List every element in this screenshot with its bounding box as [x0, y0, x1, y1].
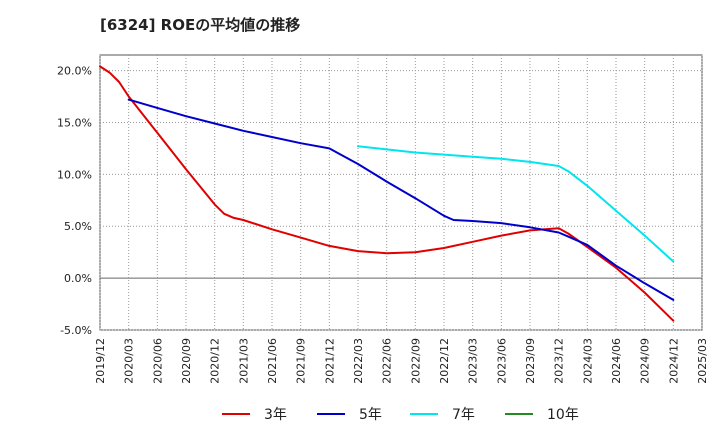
x-tick-label: 2021/06	[266, 338, 279, 384]
chart-title: [6324] ROEの平均値の推移	[100, 16, 301, 34]
y-tick-label: 0.0%	[64, 272, 92, 285]
x-tick-label: 2022/12	[438, 338, 451, 384]
y-tick-label: 15.0%	[57, 116, 92, 129]
x-tick-label: 2023/06	[495, 338, 508, 384]
x-tick-label: 2025/03	[696, 338, 709, 384]
y-tick-label: -5.0%	[60, 324, 92, 337]
x-tick-label: 2024/09	[639, 338, 652, 384]
legend-label-2: 7年	[452, 407, 475, 423]
x-tick-label: 2023/12	[553, 338, 566, 384]
x-tick-label: 2022/03	[352, 338, 365, 384]
axis-layer: 20.0% 15.0% 10.0% 5.0% 0.0% -5.0%2019/12 2020/…	[57, 65, 709, 384]
series-line-1	[127, 98, 675, 301]
x-tick-label: 2022/06	[381, 338, 394, 384]
x-tick-label: 2024/06	[610, 338, 623, 384]
x-tick-label: 2024/03	[581, 338, 594, 384]
x-tick-label: 2021/03	[237, 338, 250, 384]
x-tick-label: 2019/12	[94, 338, 107, 384]
x-tick-label: 2023/03	[467, 338, 480, 384]
x-tick-label: 2022/09	[409, 338, 422, 384]
grid-layer	[99, 54, 703, 331]
x-tick-label: 2023/09	[524, 338, 537, 384]
x-tick-label: 2020/03	[123, 338, 136, 384]
y-tick-label: 10.0%	[57, 168, 92, 181]
x-tick-label: 2020/12	[209, 338, 222, 384]
legend-label-3: 10年	[547, 407, 579, 423]
x-tick-label: 2021/09	[295, 338, 308, 384]
plot-frame	[99, 54, 703, 331]
x-tick-label: 2024/12	[667, 338, 680, 384]
series-layer	[99, 65, 675, 322]
x-tick-label: 2020/09	[180, 338, 193, 384]
x-tick-label: 2021/12	[323, 338, 336, 384]
series-line-0	[99, 65, 675, 322]
x-tick-label: 2020/06	[151, 338, 164, 384]
series-line-2	[357, 145, 675, 263]
y-tick-label: 5.0%	[64, 220, 92, 233]
legend-layer: 3年 5年 7年 10年	[222, 407, 579, 423]
y-tick-label: 20.0%	[57, 65, 92, 78]
legend-label-0: 3年	[264, 407, 287, 423]
legend-label-1: 5年	[359, 407, 382, 423]
